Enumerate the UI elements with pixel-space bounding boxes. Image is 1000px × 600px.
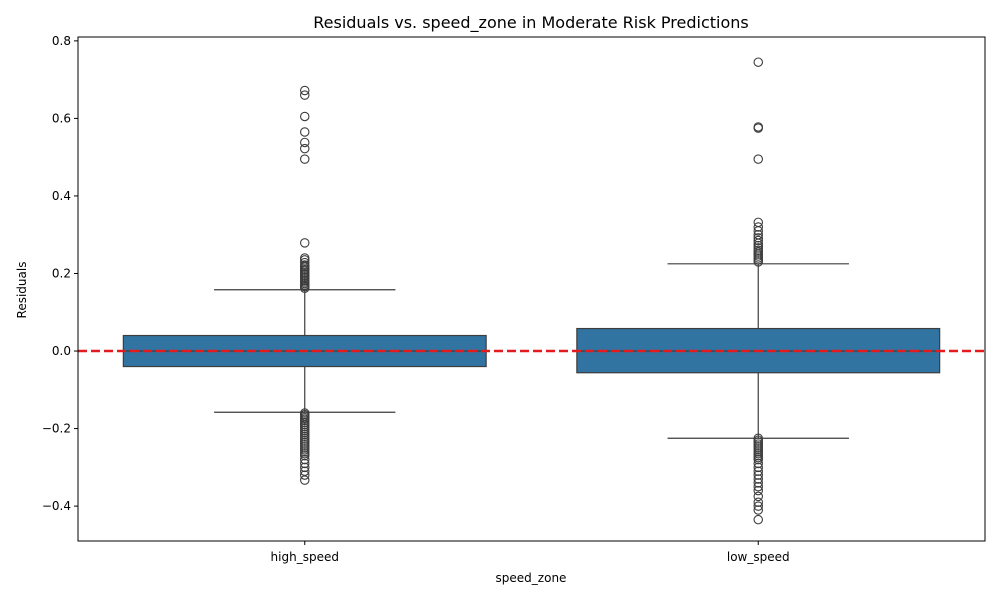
outlier-point: [299, 458, 310, 469]
outlier-point: [753, 470, 763, 480]
outlier-point: [299, 454, 310, 465]
outlier-point: [299, 137, 310, 148]
chart-title: Residuals vs. speed_zone in Moderate Ris…: [313, 13, 748, 33]
outlier-point: [299, 90, 310, 100]
outlier-point: [299, 283, 310, 293]
outlier-point: [753, 501, 763, 511]
outlier-point: [753, 454, 763, 465]
y-tick-label: 0.4: [52, 189, 71, 203]
outlier-point: [753, 226, 763, 236]
outlier-point: [753, 491, 763, 502]
outlier-point: [299, 475, 310, 485]
outlier-point: [299, 462, 310, 473]
x-axis-label: speed_zone: [496, 571, 567, 585]
outlier-point: [753, 462, 763, 473]
outlier-point: [753, 485, 763, 496]
outlier-point: [753, 481, 763, 492]
y-tick-label: 0.0: [52, 344, 71, 358]
outlier-point: [299, 470, 310, 480]
outlier-point: [753, 233, 763, 243]
y-tick-label: −0.4: [42, 499, 71, 513]
outlier-point: [753, 474, 763, 484]
y-tick-label: 0.6: [52, 111, 71, 125]
outlier-point: [753, 497, 763, 507]
outlier-point: [299, 127, 310, 137]
outlier-point: [753, 478, 763, 488]
outlier-point: [753, 235, 763, 246]
outlier-point: [753, 57, 763, 67]
outlier-point: [299, 143, 310, 154]
outlier-point: [753, 222, 763, 232]
outlier-point: [753, 466, 763, 476]
outlier-point: [753, 458, 763, 469]
outlier-point: [299, 111, 310, 122]
outlier-point: [299, 85, 310, 96]
outlier-point: [753, 514, 763, 525]
outlier-point: [753, 123, 763, 133]
outlier-point: [753, 257, 763, 267]
outlier-point: [753, 154, 763, 164]
plot-frame: [77, 36, 986, 542]
y-axis-label: Residuals: [15, 262, 29, 319]
outlier-point: [299, 238, 310, 248]
y-tick-label: 0.2: [52, 266, 71, 280]
outlier-point: [299, 154, 310, 164]
outlier-point: [299, 450, 310, 461]
x-tick-label: low_speed: [727, 550, 790, 564]
outlier-point: [753, 505, 763, 515]
plot-area: −0.4 −0.2 0.0 0.2 0.4 0.6 0.8 high_speed low_spe…: [42, 34, 986, 564]
x-tick-label: high_speed: [271, 550, 339, 564]
y-tick-label: −0.2: [42, 422, 71, 436]
y-tick-label: 0.8: [52, 34, 71, 48]
